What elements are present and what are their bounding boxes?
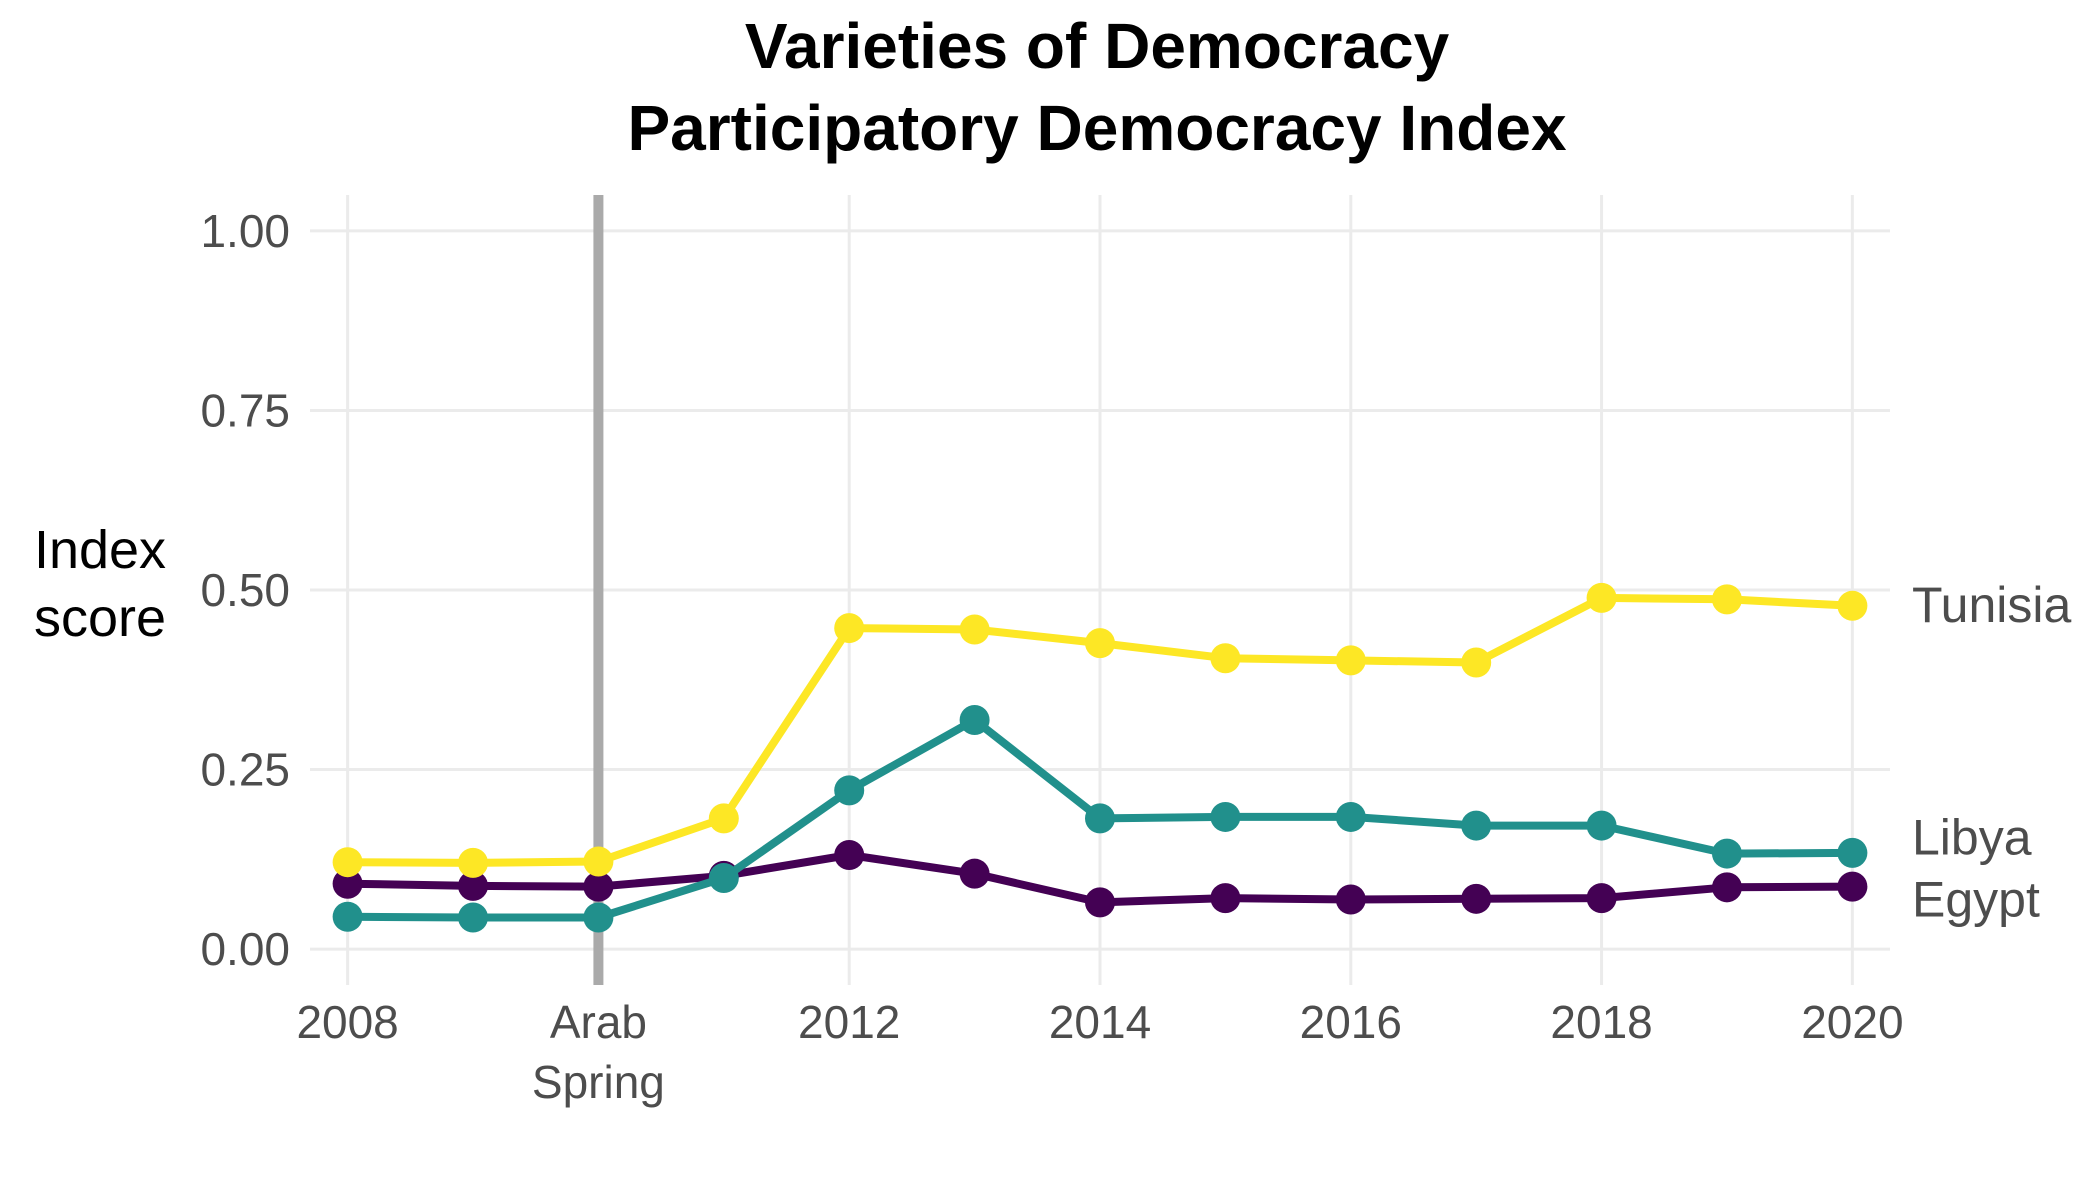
- x-tick-label: 2012: [798, 996, 900, 1048]
- egypt-point: [959, 858, 990, 889]
- chart-title-line-1: Varieties of Democracy: [745, 10, 1450, 82]
- tunisia-point: [1461, 647, 1492, 678]
- tunisia-point: [1586, 582, 1617, 613]
- libya-point: [332, 901, 363, 932]
- libya-point: [1461, 810, 1492, 841]
- tunisia-point: [1837, 590, 1868, 621]
- y-tick-label: 0.50: [200, 564, 290, 616]
- egypt-point: [1335, 884, 1366, 915]
- tunisia-series-label: Tunisia: [1912, 577, 2072, 633]
- y-tick-label: 0.00: [200, 923, 290, 975]
- libya-point: [1335, 801, 1366, 832]
- tunisia-point: [834, 613, 865, 644]
- libya-point: [1085, 803, 1115, 834]
- libya-series-label: Libya: [1912, 810, 2032, 866]
- x-tick-label: 2014: [1049, 996, 1151, 1048]
- x-tick-label: 2016: [1300, 996, 1402, 1048]
- egypt-point: [1586, 883, 1617, 914]
- libya-point: [1586, 810, 1617, 841]
- tunisia-point: [1085, 628, 1115, 659]
- tunisia-point: [1210, 643, 1241, 674]
- libya-point: [1210, 801, 1241, 832]
- chart-title-line-2: Participatory Democracy Index: [627, 92, 1566, 164]
- tunisia-point: [583, 846, 614, 877]
- y-tick-label: 0.75: [200, 384, 290, 436]
- egypt-point: [583, 871, 614, 902]
- egypt-point: [1085, 887, 1115, 918]
- libya-point: [959, 704, 990, 735]
- event-label-line-2: Spring: [532, 1056, 665, 1108]
- egypt-point: [458, 870, 489, 901]
- egypt-point: [1210, 883, 1241, 914]
- y-axis-label-line-1: Index: [34, 520, 166, 580]
- grid: [310, 195, 1890, 985]
- tunisia-point: [1711, 584, 1742, 615]
- axes-layer: 0.00 0.25 0.50 0.75 1.00 2008 2012 2014 2016 2018…: [200, 205, 2071, 1108]
- egypt-point: [1837, 871, 1868, 902]
- y-tick-label: 1.00: [200, 205, 290, 257]
- y-axis-label-line-2: score: [34, 588, 166, 648]
- tunisia-point: [1335, 645, 1366, 676]
- egypt-point: [1711, 872, 1742, 903]
- x-tick-label: 2020: [1801, 996, 1903, 1048]
- tunisia-point: [708, 803, 739, 834]
- series-layer: [332, 582, 1868, 933]
- egypt-point: [1461, 883, 1492, 914]
- x-tick-label: 2008: [296, 996, 398, 1048]
- egypt-point: [332, 868, 363, 899]
- libya-point: [458, 902, 489, 933]
- event-label-line-1: Arab: [550, 996, 647, 1048]
- libya-point: [583, 902, 614, 933]
- tunisia-point: [332, 847, 363, 878]
- tunisia-point: [458, 847, 489, 878]
- egypt-series-label: Egypt: [1912, 872, 2040, 928]
- libya-point: [1837, 837, 1868, 868]
- libya-point: [834, 775, 865, 806]
- y-tick-label: 0.25: [200, 744, 290, 796]
- libya-point: [1711, 838, 1742, 869]
- x-tick-label: 2018: [1550, 996, 1652, 1048]
- libya-point: [708, 862, 739, 893]
- egypt-point: [834, 840, 865, 871]
- tunisia-point: [959, 614, 990, 645]
